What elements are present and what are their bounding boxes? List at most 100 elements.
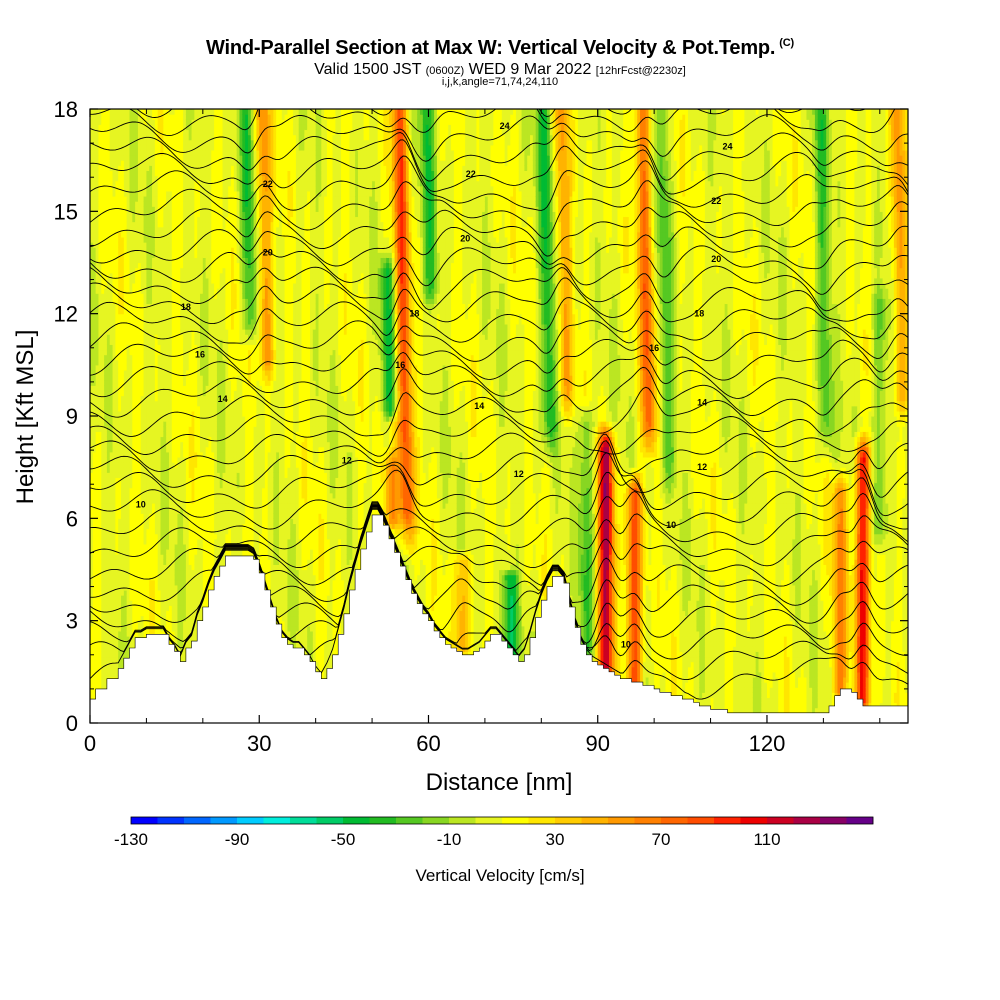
velocity-cell [135, 359, 139, 366]
velocity-cell [95, 477, 100, 484]
velocity-cell [126, 180, 131, 187]
velocity-cell [90, 687, 94, 693]
velocity-cell [126, 610, 131, 617]
velocity-cell [104, 339, 108, 345]
velocity-cell [101, 129, 105, 136]
velocity-cell [129, 195, 133, 202]
velocity-cell [126, 272, 131, 279]
velocity-cell [90, 313, 94, 320]
velocity-cell [104, 380, 108, 386]
velocity-cell [104, 502, 108, 509]
velocity-cell [121, 482, 125, 489]
velocity-cell [106, 369, 111, 376]
velocity-cell [146, 216, 150, 223]
velocity-cell [98, 589, 102, 596]
velocity-cell [92, 538, 97, 545]
velocity-cell [132, 380, 136, 386]
velocity-cell [115, 467, 119, 473]
velocity-cell [129, 538, 133, 545]
velocity-cell [132, 272, 136, 279]
velocity-cell [90, 344, 94, 351]
velocity-cell [101, 554, 105, 560]
velocity-cell [101, 426, 105, 432]
velocity-cell [135, 605, 139, 612]
velocity-cell [112, 487, 116, 494]
velocity-cell [90, 636, 94, 642]
velocity-cell [143, 549, 148, 555]
velocity-cell [149, 600, 153, 606]
velocity-cell [104, 216, 108, 223]
velocity-cell [149, 574, 153, 581]
velocity-cell [121, 175, 125, 182]
velocity-cell [129, 257, 133, 264]
velocity-cell [109, 410, 114, 417]
velocity-cell [137, 513, 142, 519]
velocity-cell [149, 160, 153, 166]
velocity-cell [95, 180, 100, 187]
velocity-cell [90, 502, 94, 509]
velocity-cell [126, 185, 131, 192]
velocity-cell [92, 400, 97, 407]
velocity-cell [129, 231, 133, 238]
velocity-cell [132, 538, 136, 545]
velocity-cell [104, 549, 108, 555]
velocity-cell [137, 395, 142, 402]
velocity-cell [92, 574, 97, 581]
velocity-cell [115, 518, 119, 525]
velocity-cell [95, 528, 100, 535]
velocity-cell [115, 298, 119, 305]
velocity-cell [123, 226, 128, 233]
velocity-cell [106, 313, 111, 320]
velocity-cell [137, 405, 142, 412]
velocity-cell [149, 385, 153, 392]
velocity-cell [112, 620, 116, 627]
velocity-cell [101, 666, 105, 673]
velocity-cell [109, 144, 114, 151]
velocity-cell [92, 625, 97, 632]
velocity-cell [132, 165, 136, 171]
velocity-cell [106, 600, 111, 606]
velocity-cell [92, 549, 97, 555]
velocity-cell [112, 288, 116, 294]
velocity-cell [98, 574, 102, 581]
velocity-cell [129, 323, 133, 330]
velocity-cell [132, 508, 136, 514]
velocity-cell [109, 518, 114, 525]
velocity-cell [95, 155, 100, 161]
velocity-cell [95, 170, 100, 177]
velocity-cell [118, 165, 122, 171]
velocity-cell [118, 549, 122, 555]
velocity-cell [121, 272, 125, 279]
velocity-cell [112, 231, 116, 238]
velocity-cell [112, 318, 116, 325]
velocity-cell [146, 303, 150, 310]
velocity-cell [149, 288, 153, 294]
velocity-cell [121, 508, 125, 514]
velocity-cell [106, 195, 111, 202]
velocity-cell [140, 349, 145, 356]
velocity-cell [140, 426, 145, 432]
velocity-cell [109, 421, 114, 427]
velocity-cell [123, 405, 128, 412]
velocity-cell [126, 134, 131, 141]
velocity-cell [135, 201, 139, 207]
velocity-cell [118, 518, 122, 525]
velocity-cell [132, 518, 136, 525]
velocity-cell [132, 641, 136, 647]
velocity-cell [98, 354, 102, 361]
velocity-cell [115, 206, 119, 212]
velocity-cell [104, 257, 108, 264]
velocity-cell [135, 554, 139, 560]
velocity-cell [98, 221, 102, 228]
velocity-cell [115, 436, 119, 443]
velocity-cell [137, 538, 142, 545]
velocity-cell [123, 119, 128, 125]
velocity-cell [109, 559, 114, 565]
velocity-cell [129, 277, 133, 284]
velocity-cell [143, 334, 148, 340]
velocity-cell [112, 538, 116, 545]
velocity-cell [129, 375, 133, 381]
velocity-cell [132, 195, 136, 202]
velocity-cell [92, 109, 97, 115]
velocity-cell [90, 139, 94, 146]
